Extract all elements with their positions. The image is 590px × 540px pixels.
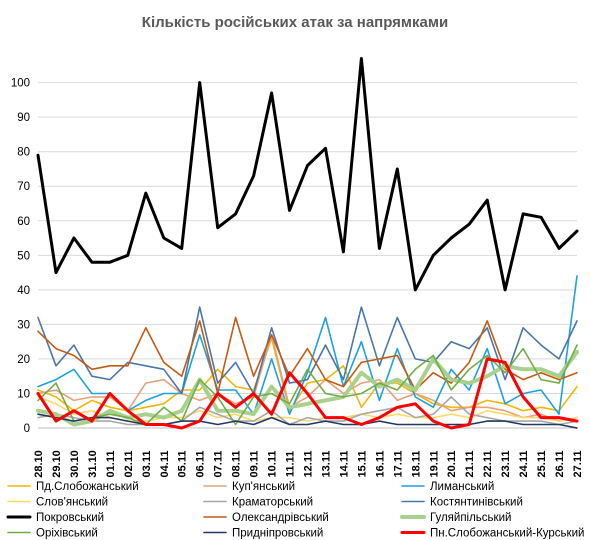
x-tick-label: 28.10 [33, 450, 45, 478]
x-tick-label: 19.11 [428, 451, 440, 478]
series-line [37, 344, 578, 426]
x-tick-label: 07.11 [213, 451, 225, 478]
x-tick-label: 20.11 [446, 451, 458, 478]
series-line [36, 57, 579, 292]
y-tick-label: 50 [17, 250, 30, 262]
x-tick-label: 27.11 [572, 451, 584, 478]
series-line [37, 316, 578, 395]
x-tick-label: 11.11 [285, 451, 297, 477]
y-tick-label: 30 [17, 319, 30, 331]
legend: Пд.Слобожанський Куп'янський Лиманський Сло… [6, 481, 584, 540]
legend-label: Костянтинівський [430, 497, 523, 509]
y-tick-label: 0 [24, 423, 30, 435]
x-tick-label: 30.10 [69, 450, 81, 478]
legend-label: Пд.Слобожанський [36, 481, 139, 493]
y-tick-label: 20 [17, 354, 30, 366]
series-line [37, 396, 578, 426]
x-tick-label: 09.11 [249, 451, 261, 478]
y-tick-label: 10 [17, 388, 30, 400]
x-tick-label: 18.11 [410, 451, 422, 478]
gridlines [38, 82, 577, 394]
series-line [37, 413, 578, 429]
legend-label: Куп'янський [232, 481, 295, 493]
x-tick-label: 31.10 [87, 450, 99, 478]
legend-label: Лиманський [430, 481, 494, 493]
x-tick-label: 25.11 [536, 451, 548, 478]
legend-label: Гуляйпільський [430, 512, 511, 524]
legend-label: Покровський [36, 512, 104, 524]
x-axis-ticks: 28.10 29.10 30.10 31.10 01.11 02.11 03.11 04.11… [33, 450, 584, 478]
x-tick-label: 13.11 [320, 451, 332, 478]
y-tick-label: 90 [17, 112, 30, 124]
series-line [36, 357, 579, 430]
x-tick-label: 21.11 [464, 451, 476, 478]
legend-label: Олександрівський [232, 512, 329, 524]
x-tick-label: 10.11 [267, 451, 279, 478]
x-tick-label: 24.11 [518, 451, 530, 478]
y-tick-label: 100 [11, 78, 30, 90]
y-tick-label: 40 [17, 285, 30, 297]
legend-label: Краматорський [232, 497, 313, 509]
x-tick-label: 01.11 [105, 451, 117, 478]
x-tick-label: 29.10 [51, 450, 63, 478]
series-line [37, 306, 578, 395]
legend-label: Оріхівський [36, 528, 98, 540]
x-tick-label: 15.11 [356, 451, 368, 478]
legend-label: Пн.Слобожанський-Курський [430, 528, 584, 540]
x-tick-label: 14.11 [338, 451, 350, 478]
y-tick-label: 60 [17, 216, 30, 228]
x-tick-label: 03.11 [141, 451, 153, 478]
x-tick-label: 06.11 [195, 451, 207, 478]
y-tick-label: 80 [17, 147, 30, 159]
x-tick-label: 08.11 [231, 451, 243, 478]
y-axis-ticks: 0 10 20 30 40 50 60 70 80 90 100 [11, 78, 30, 435]
legend-label: Слов'янський [36, 497, 108, 509]
chart-title: Кількість російських атак за напрямками [142, 14, 448, 31]
series-lines [36, 57, 579, 430]
x-tick-label: 12.11 [303, 451, 315, 478]
x-tick-label: 05.11 [177, 451, 189, 478]
x-tick-label: 16.11 [374, 451, 386, 478]
x-tick-label: 17.11 [392, 451, 404, 478]
x-tick-label: 02.11 [123, 451, 135, 478]
x-tick-label: 26.11 [554, 451, 566, 478]
y-tick-label: 70 [17, 181, 30, 193]
x-tick-label: 04.11 [159, 451, 171, 478]
x-tick-label: 22.11 [482, 451, 494, 478]
legend-label: Придніпровський [232, 528, 323, 540]
x-tick-label: 23.11 [500, 451, 512, 478]
